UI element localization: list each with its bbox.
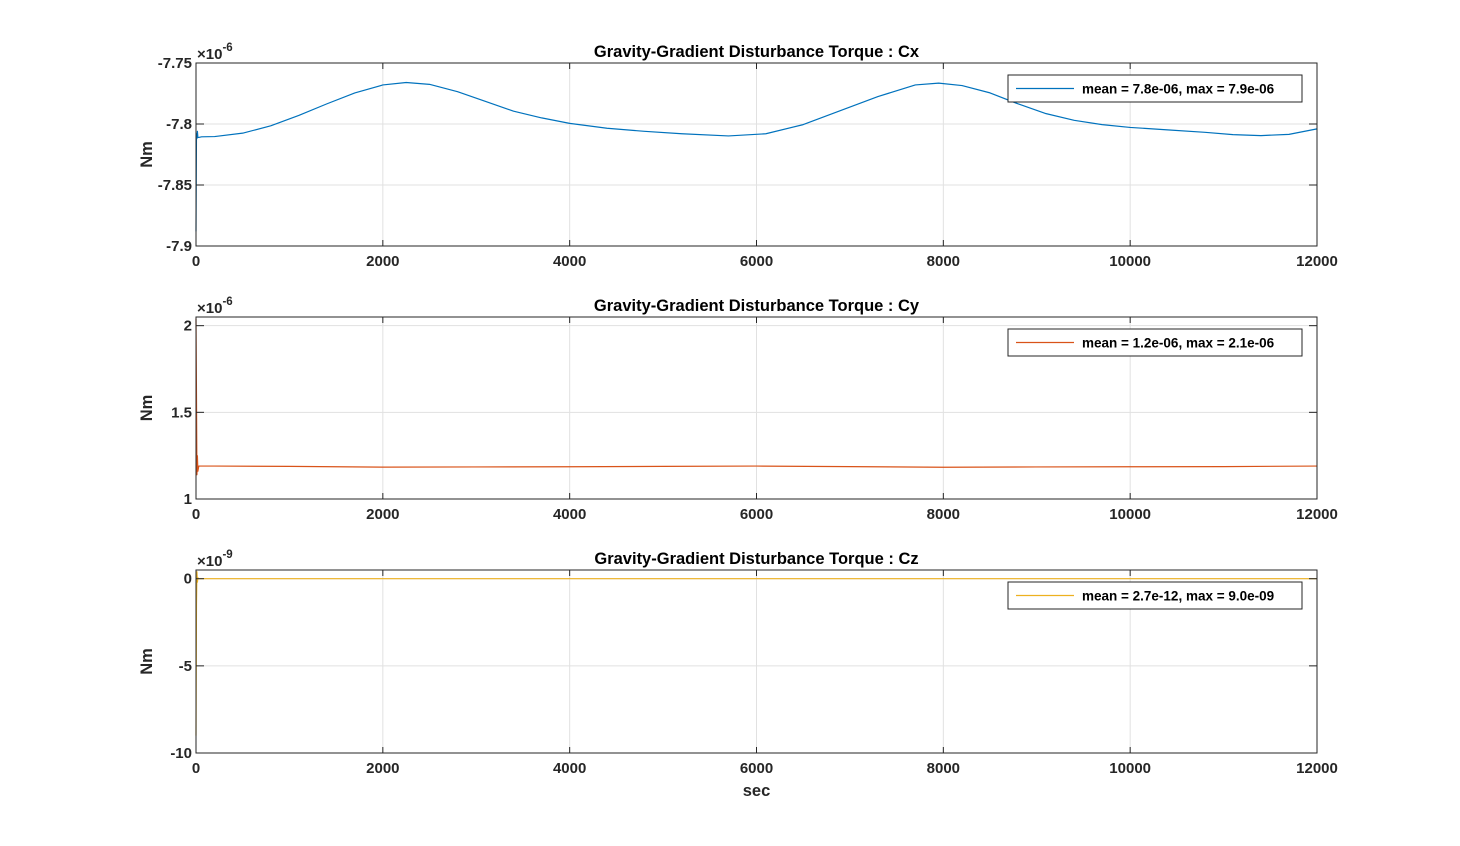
x-tick-label: 10000: [1109, 506, 1151, 523]
x-tick-label: 10000: [1109, 760, 1151, 777]
subplot-1: 0 2000 4000 6000 8000 10000 12000 -7.9 -7.85 -7.8…: [138, 42, 1338, 270]
y-tick-label: -7.75: [158, 55, 192, 72]
x-tick-label: 0: [192, 506, 200, 523]
y-tick-label: 2: [184, 318, 192, 335]
x-tick-label: 6000: [740, 506, 773, 523]
y-exponent-power: -6: [222, 296, 232, 308]
x-tick-label: 10000: [1109, 253, 1151, 270]
x-tick-label: 4000: [553, 760, 586, 777]
y-tick-label: -7.85: [158, 177, 192, 194]
y-exponent-power: -9: [222, 549, 232, 561]
chart-title: Gravity-Gradient Disturbance Torque : Cx: [594, 43, 920, 61]
x-tick-label: 6000: [740, 760, 773, 777]
y-axis-label: Nm: [138, 395, 156, 422]
y-tick-label: 0: [184, 571, 192, 588]
legend: mean = 1.2e-06, max = 2.1e-06: [1007, 328, 1303, 357]
y-tick-label: -7.8: [166, 116, 192, 133]
y-tick-label: -7.9: [166, 238, 192, 255]
y-exponent-power: -6: [222, 42, 232, 54]
x-tick-label: 2000: [366, 506, 399, 523]
y-axis-label: Nm: [138, 141, 156, 168]
y-tick-label: -10: [170, 745, 192, 762]
y-tick-label: -5: [179, 658, 192, 675]
legend-entry-label: mean = 1.2e-06, max = 2.1e-06: [1082, 336, 1275, 351]
y-axis-label: Nm: [138, 648, 156, 675]
chart-title: Gravity-Gradient Disturbance Torque : Cy: [594, 297, 920, 315]
legend: mean = 7.8e-06, max = 7.9e-06: [1007, 74, 1303, 103]
x-tick-label: 8000: [927, 760, 960, 777]
chart-title: Gravity-Gradient Disturbance Torque : Cz: [594, 550, 918, 568]
x-tick-label: 0: [192, 253, 200, 270]
legend-entry-label: mean = 7.8e-06, max = 7.9e-06: [1082, 82, 1275, 97]
legend: mean = 2.7e-12, max = 9.0e-09: [1007, 581, 1303, 610]
legend-entry-label: mean = 2.7e-12, max = 9.0e-09: [1082, 589, 1274, 604]
x-tick-label: 0: [192, 760, 200, 777]
series-line-1: [195, 81, 1318, 232]
x-tick-label: 4000: [553, 506, 586, 523]
x-tick-label: 2000: [366, 760, 399, 777]
legend-box: [1007, 581, 1303, 610]
x-tick-label: 6000: [740, 253, 773, 270]
x-axis-label: sec: [743, 782, 771, 800]
series-line-1: [195, 318, 1318, 476]
x-tick-label: 4000: [553, 253, 586, 270]
subplot-3: 0 2000 4000 6000 8000 10000 12000-10-50×10-9 Gr…: [138, 549, 1338, 800]
series-line-1: [195, 571, 1317, 736]
x-tick-label: 8000: [927, 253, 960, 270]
x-tick-label: 2000: [366, 253, 399, 270]
x-tick-label: 8000: [927, 506, 960, 523]
y-tick-label: 1: [184, 491, 192, 508]
x-tick-label: 12000: [1296, 506, 1338, 523]
x-tick-label: 12000: [1296, 253, 1338, 270]
x-tick-label: 12000: [1296, 760, 1338, 777]
y-tick-label: 1.5: [171, 404, 192, 421]
